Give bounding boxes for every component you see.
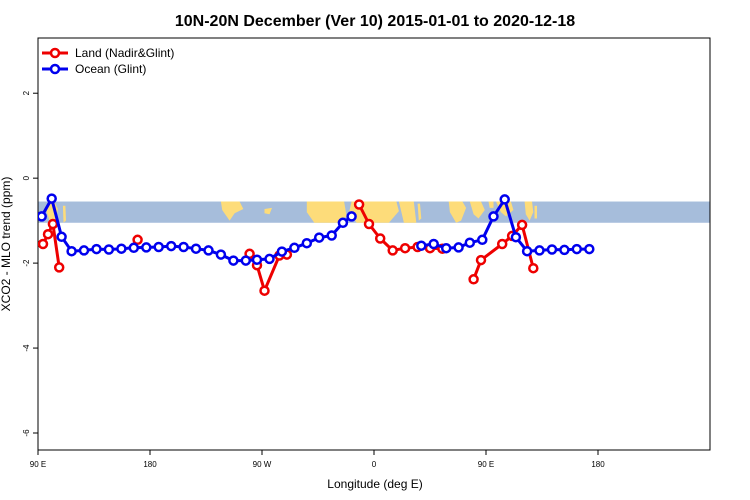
map-land-shape [306, 201, 347, 223]
data-point [116, 243, 127, 254]
data-point [276, 246, 288, 257]
data-point [215, 249, 227, 260]
y-tick-label: -2 [22, 259, 31, 267]
data-point [91, 243, 102, 255]
data-point [42, 228, 54, 240]
data-point [387, 245, 398, 256]
data-point [499, 194, 510, 205]
data-point [240, 255, 252, 266]
map-land-shape [398, 201, 417, 223]
legend-land-label: Land (Nadir&Glint) [75, 46, 174, 60]
map-land-shape [220, 201, 244, 221]
data-point [468, 274, 479, 285]
data-point [374, 233, 386, 244]
data-point [440, 242, 452, 254]
data-point [132, 234, 143, 246]
map-land-shape [264, 207, 272, 215]
map-land-shape [448, 201, 467, 223]
map-land-shape [417, 203, 422, 221]
data-point [153, 241, 164, 253]
data-point [516, 219, 528, 231]
map-land-shape [488, 201, 494, 208]
data-point [251, 254, 263, 265]
data-point [289, 242, 300, 254]
y-tick-label: -4 [22, 344, 31, 352]
legend-ocean-marker [49, 63, 61, 75]
legend: Land (Nadir&Glint) Ocean (Glint) [42, 46, 174, 76]
data-point [141, 242, 152, 253]
map-land-shape [469, 201, 485, 219]
data-point [496, 238, 508, 250]
data-point [66, 245, 77, 257]
series-line [41, 222, 61, 268]
y-tick-label: -6 [22, 429, 31, 437]
data-point [521, 245, 533, 257]
data-point [346, 211, 357, 222]
data-point [228, 255, 239, 266]
data-point [178, 241, 189, 253]
data-point [477, 234, 488, 246]
x-tick-label: 90 E [30, 460, 46, 469]
x-tick-label: 90 W [253, 460, 272, 469]
series-ocean [38, 193, 595, 266]
data-point [337, 217, 349, 229]
data-point [399, 242, 411, 254]
data-point [353, 199, 365, 210]
data-point [464, 237, 476, 248]
data-point [313, 232, 325, 243]
data-point [103, 244, 115, 255]
x-tick-label: 90 E [478, 460, 494, 469]
data-point [78, 245, 90, 256]
x-tick-label: 0 [372, 460, 377, 469]
data-point [47, 218, 59, 230]
data-point [571, 243, 583, 255]
data-point [38, 211, 47, 222]
data-point [559, 244, 570, 256]
data-point [53, 262, 65, 273]
legend-land-marker [49, 47, 61, 59]
data-point [301, 237, 313, 249]
data-point [528, 262, 539, 274]
map-land-shape [62, 205, 66, 223]
y-tick-label: 2 [22, 90, 31, 95]
data-point [363, 218, 375, 230]
data-point [264, 253, 275, 265]
data-point [534, 245, 545, 256]
data-point [546, 244, 558, 255]
data-point [453, 242, 464, 253]
x-tick-label: 180 [591, 460, 605, 469]
data-point [326, 230, 337, 241]
data-point [510, 231, 522, 243]
data-point [416, 240, 427, 251]
world-map-band [38, 201, 710, 223]
data-point [488, 211, 499, 222]
data-point [46, 193, 57, 204]
x-axis: 90 E 180 90 W 0 90 E 180 [30, 450, 605, 469]
data-point [203, 245, 214, 256]
data-point [56, 231, 67, 243]
data-point [584, 243, 595, 255]
data-point [190, 243, 202, 254]
x-tick-label: 180 [143, 460, 157, 469]
y-axis: 2 0 -2 -4 -6 [22, 90, 38, 437]
data-point [128, 242, 140, 254]
map-land-shape [534, 205, 537, 219]
data-point [259, 285, 270, 296]
data-point [428, 238, 439, 250]
legend-ocean-label: Ocean (Glint) [75, 62, 146, 76]
x-axis-label: Longitude (deg E) [327, 477, 422, 491]
chart-title: 10N-20N December (Ver 10) 2015-01-01 to … [175, 13, 575, 30]
data-point [165, 240, 177, 252]
y-axis-label: XCO2 - MLO trend (ppm) [0, 177, 13, 312]
series-layer [38, 193, 595, 296]
y-tick-label: 0 [22, 175, 31, 180]
map-land-shape [524, 201, 534, 221]
data-point [475, 254, 487, 266]
data-point [38, 238, 49, 250]
